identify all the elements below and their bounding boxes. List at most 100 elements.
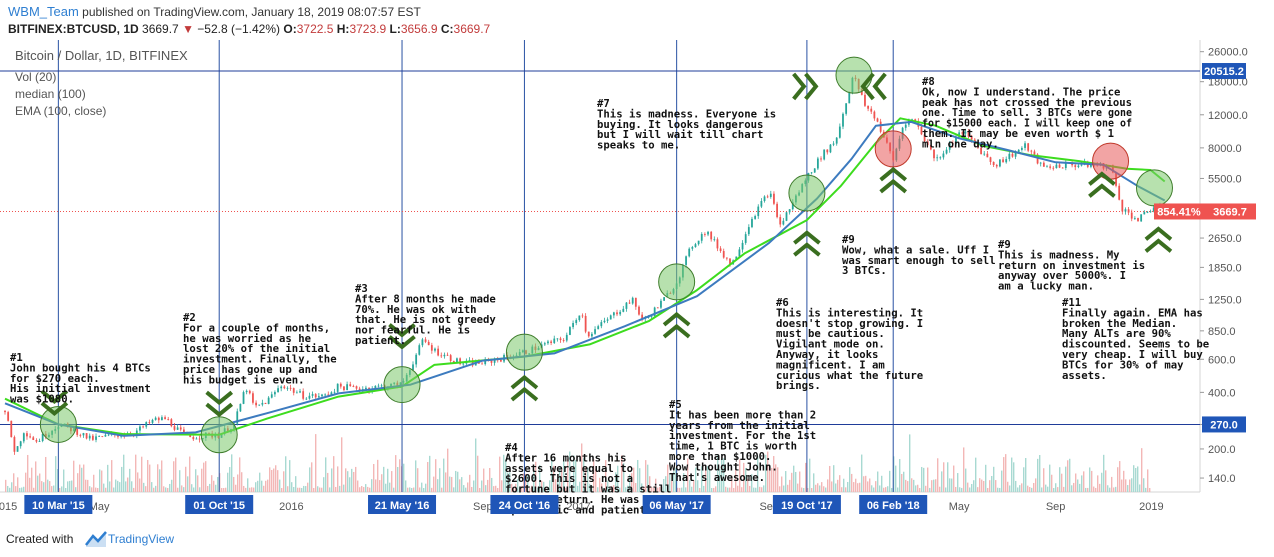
volume-bar — [559, 467, 561, 492]
volume-bar — [267, 479, 269, 492]
chevron-stroke — [40, 389, 69, 404]
volume-bar — [41, 481, 43, 492]
candle-body — [377, 385, 380, 387]
annotation-line: return on investment is — [998, 259, 1145, 272]
volume-bar — [813, 473, 815, 492]
volume-bar — [539, 464, 541, 492]
candle-body — [791, 202, 794, 210]
volume-bar — [121, 466, 123, 492]
candle-body — [955, 137, 957, 145]
volume-bar — [281, 487, 283, 492]
candle-body — [747, 227, 750, 235]
candle-body — [1055, 164, 1058, 169]
volume-bar — [391, 471, 393, 492]
candle-body — [653, 307, 656, 317]
volume-bar — [791, 472, 793, 492]
candle-body — [176, 427, 179, 430]
candle-body — [873, 111, 876, 119]
chart-canvas[interactable]: 26000.018000.012000.08000.05500.03650.02… — [0, 40, 1274, 518]
chevron-stroke — [793, 242, 821, 257]
volume-bar — [145, 486, 147, 492]
candle-body — [951, 143, 954, 145]
candle-body — [261, 402, 264, 405]
volume-bar — [215, 484, 217, 492]
annotation-line: peak has not crossed the previous — [922, 96, 1132, 109]
volume-bar — [1045, 484, 1047, 492]
candle-body — [258, 404, 261, 406]
volume-bar — [679, 487, 681, 492]
volume-bar — [189, 456, 191, 492]
candle-body — [198, 438, 201, 440]
candle-body — [192, 437, 195, 440]
high-value: 3723.9 — [349, 22, 387, 36]
volume-bar — [549, 480, 551, 492]
volume-bar — [1097, 475, 1099, 492]
volume-bar — [239, 457, 241, 492]
volume-bar — [665, 476, 667, 492]
sell-zone-circle — [1092, 142, 1130, 180]
annotation-line: assets were equal to — [505, 462, 633, 475]
volume-bar — [479, 487, 481, 492]
publish-line: WBM_Team published on TradingView.com, J… — [8, 4, 421, 19]
candle-body — [95, 436, 97, 440]
candle-body — [161, 417, 163, 421]
candle-body — [252, 393, 254, 403]
annotation-line: them. It may be even worth $ 1 — [922, 127, 1114, 140]
candle-body — [569, 327, 571, 335]
volume-bar — [471, 486, 473, 492]
volume-bar — [805, 462, 807, 492]
candle-body — [427, 341, 430, 346]
volume-bar — [1065, 466, 1067, 492]
chevron-up-icon — [1144, 226, 1173, 253]
buy-zone-circle — [788, 174, 826, 212]
candle-body — [738, 249, 741, 257]
candle-body — [763, 196, 766, 202]
candle-body — [543, 343, 546, 345]
volume-bar — [509, 472, 511, 492]
candle-body — [547, 341, 549, 344]
volume-bar — [605, 460, 607, 492]
annotation-line: #4 — [505, 441, 518, 454]
candle-body — [832, 143, 835, 145]
volume-bar — [211, 475, 213, 492]
candle-body — [948, 143, 951, 150]
chevron-shape — [1088, 171, 1116, 198]
candle-body — [142, 426, 144, 428]
chevron-stroke — [879, 166, 908, 182]
y-tick-label: 8000.0 — [1208, 143, 1242, 155]
volume-bar — [251, 487, 253, 492]
volume-bar — [483, 468, 485, 492]
volume-bar — [139, 478, 141, 492]
volume-bar — [405, 480, 407, 492]
volume-bar — [953, 465, 955, 492]
volume-bar — [885, 487, 887, 492]
volume-bar — [1021, 483, 1023, 492]
tradingview-brand[interactable]: TradingView — [108, 532, 175, 546]
x-tick-label: 2019 — [1139, 501, 1163, 513]
volume-bar — [569, 451, 571, 492]
author-name[interactable]: WBM_Team — [8, 4, 79, 19]
candle-body — [713, 239, 716, 241]
candle-body — [374, 385, 377, 389]
volume-bar — [909, 434, 911, 492]
price-chart[interactable]: 26000.018000.012000.08000.05500.03650.02… — [0, 40, 1274, 518]
candle-body — [688, 248, 691, 257]
volume-bar — [871, 485, 873, 492]
annotation-line: investment. Finally, the — [183, 353, 337, 366]
volume-bar — [343, 484, 345, 492]
candle-body — [267, 397, 270, 404]
volume-bar — [33, 487, 35, 492]
x-tick-label: 2015 — [0, 501, 17, 513]
volume-bar — [427, 462, 429, 492]
candle-body — [587, 331, 590, 337]
volume-bar — [753, 487, 755, 492]
volume-bar — [163, 486, 165, 492]
volume-bar — [1117, 467, 1119, 492]
volume-bar — [423, 487, 425, 492]
candle-body — [650, 316, 653, 317]
pct-change-tag-bg — [1154, 203, 1204, 220]
volume-bar — [987, 487, 989, 492]
volume-bar — [689, 480, 691, 492]
volume-bar — [1023, 467, 1025, 492]
volume-bar — [455, 470, 457, 492]
